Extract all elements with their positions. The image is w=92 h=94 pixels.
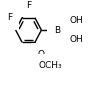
Text: F: F (26, 1, 31, 10)
Text: OH: OH (69, 35, 83, 44)
Text: OCH₃: OCH₃ (39, 61, 62, 70)
Text: OH: OH (69, 16, 83, 25)
Text: F: F (7, 13, 12, 22)
Text: O: O (38, 50, 45, 59)
Text: B: B (54, 26, 60, 35)
